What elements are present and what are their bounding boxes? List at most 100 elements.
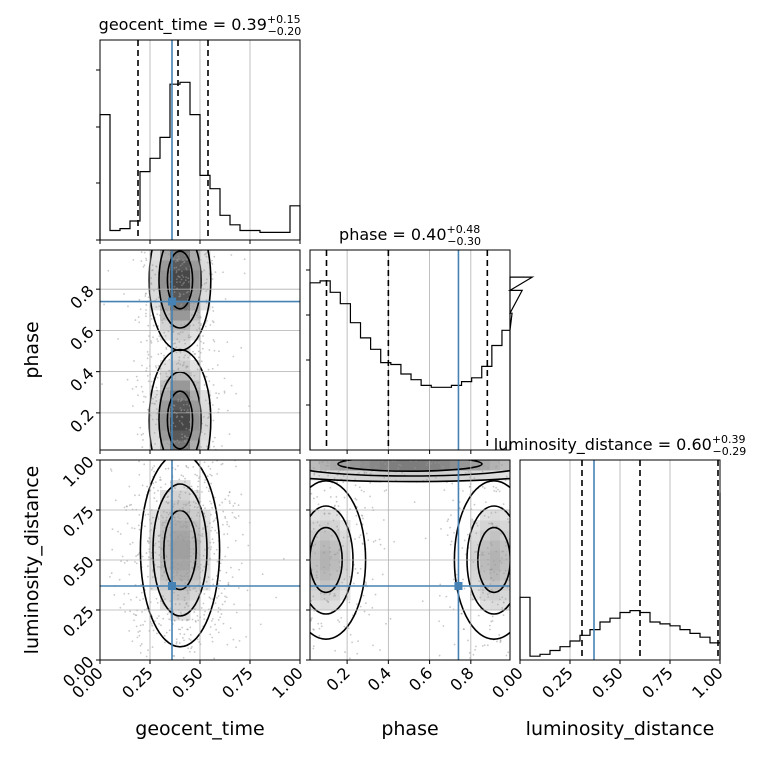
scatter-point — [489, 629, 491, 631]
scatter-point — [173, 555, 175, 557]
scatter-point — [361, 489, 363, 491]
scatter-point — [189, 548, 191, 550]
scatter-point — [156, 500, 158, 502]
scatter-point — [181, 437, 183, 439]
scatter-point — [357, 572, 359, 574]
scatter-point — [183, 362, 185, 364]
scatter-point — [148, 354, 150, 356]
scatter-point — [157, 353, 159, 355]
scatter-point — [334, 506, 336, 508]
scatter-point — [499, 570, 501, 572]
scatter-point — [101, 383, 103, 385]
scatter-point — [358, 472, 360, 474]
scatter-point — [189, 511, 191, 513]
scatter-point — [156, 387, 158, 389]
scatter-point — [488, 523, 490, 525]
scatter-point — [201, 607, 203, 609]
panel-title-luminosity_distance: luminosity_distance = 0.60+0.39−0.29 — [494, 433, 747, 458]
scatter-point — [183, 357, 185, 359]
scatter-point — [129, 610, 131, 612]
scatter-point — [357, 640, 359, 642]
scatter-point — [178, 276, 180, 278]
scatter-point — [181, 580, 183, 582]
scatter-point — [176, 363, 178, 365]
scatter-point — [487, 644, 489, 646]
scatter-point — [336, 514, 338, 516]
scatter-point — [124, 507, 126, 509]
scatter-point — [155, 543, 157, 545]
scatter-point — [506, 655, 508, 657]
scatter-point — [130, 599, 132, 601]
scatter-point — [124, 611, 126, 613]
scatter-point — [186, 446, 188, 448]
scatter-point — [165, 273, 167, 275]
scatter-point — [214, 530, 216, 532]
scatter-point — [189, 325, 191, 327]
scatter-point — [178, 385, 180, 387]
scatter-point — [425, 538, 427, 540]
scatter-point — [169, 250, 171, 252]
scatter-point — [159, 314, 161, 316]
scatter-point — [323, 593, 325, 595]
scatter-point — [329, 558, 331, 560]
scatter-point — [197, 512, 199, 514]
scatter-point — [150, 277, 152, 279]
scatter-point — [233, 639, 235, 641]
scatter-point — [232, 356, 234, 358]
scatter-point — [128, 486, 130, 488]
scatter-point — [166, 310, 168, 312]
scatter-point — [464, 540, 466, 542]
scatter-point — [226, 572, 228, 574]
scatter-point — [146, 367, 148, 369]
scatter-point — [164, 635, 166, 637]
scatter-point — [138, 635, 140, 637]
scatter-point — [184, 575, 186, 577]
scatter-point — [142, 598, 144, 600]
scatter-point — [163, 437, 165, 439]
scatter-point — [212, 310, 214, 312]
scatter-point — [166, 496, 168, 498]
scatter-point — [212, 641, 214, 643]
scatter-point — [371, 607, 373, 609]
scatter-point — [503, 614, 505, 616]
scatter-point — [187, 309, 189, 311]
scatter-point — [213, 553, 215, 555]
scatter-point — [181, 535, 183, 537]
scatter-point — [193, 611, 195, 613]
scatter-point — [212, 263, 214, 265]
scatter-point — [231, 385, 233, 387]
scatter-point — [326, 461, 328, 463]
scatter-point — [161, 565, 163, 567]
scatter-point — [239, 640, 241, 642]
scatter-point — [166, 387, 168, 389]
scatter-point — [212, 278, 214, 280]
scatter-point — [177, 400, 179, 402]
scatter-point — [133, 613, 135, 615]
scatter-point — [174, 440, 176, 442]
scatter-point — [147, 375, 149, 377]
scatter-point — [182, 331, 184, 333]
scatter-point — [196, 345, 198, 347]
scatter-point — [225, 298, 227, 300]
scatter-point — [360, 462, 362, 464]
scatter-point — [490, 542, 492, 544]
scatter-point — [151, 469, 153, 471]
scatter-point — [203, 416, 205, 418]
scatter-point — [469, 652, 471, 654]
scatter-point — [209, 558, 211, 560]
scatter-point — [453, 579, 455, 581]
scatter-point — [489, 572, 491, 574]
scatter-point — [163, 332, 165, 334]
scatter-point — [203, 269, 205, 271]
scatter-point — [193, 548, 195, 550]
scatter-point — [176, 352, 178, 354]
scatter-point — [179, 642, 181, 644]
scatter-point — [491, 544, 493, 546]
xlabel-geocent_time: geocent_time — [135, 718, 264, 740]
scatter-point — [182, 637, 184, 639]
scatter-point — [229, 491, 231, 493]
scatter-point — [186, 292, 188, 294]
scatter-point — [166, 632, 168, 634]
scatter-point — [240, 347, 242, 349]
scatter-point — [182, 526, 184, 528]
